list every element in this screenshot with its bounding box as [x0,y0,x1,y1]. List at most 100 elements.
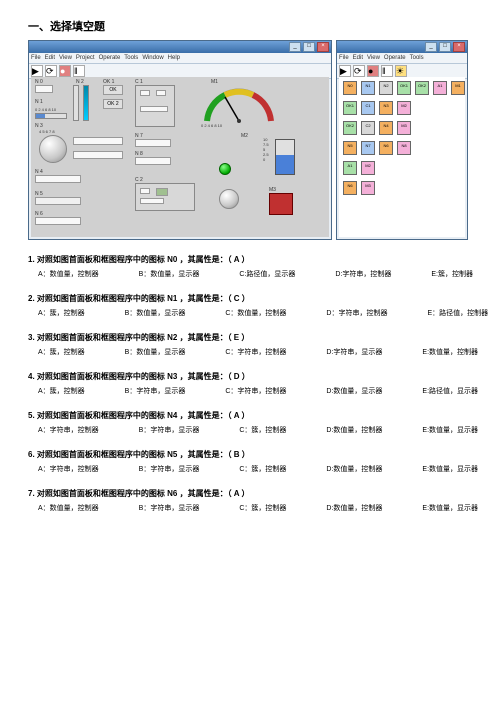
menu-item[interactable]: Tools [410,55,424,61]
c2-inner[interactable] [140,198,164,204]
choice: A：字符串，控制器 [38,425,99,435]
pause-icon[interactable]: ‖ [381,65,393,77]
n2-vslider[interactable] [73,85,79,121]
slider-mid[interactable] [73,137,123,145]
menu-item[interactable]: Edit [45,55,55,61]
bd-node[interactable]: M2 [361,161,375,175]
menu-item[interactable]: View [59,55,72,61]
m2-tank [275,139,295,175]
choice: B：字符串，显示器 [139,464,200,474]
pause-icon[interactable]: ‖ [73,65,85,77]
hilite-icon[interactable]: ☀ [395,65,407,77]
menu-item[interactable]: Tools [124,55,138,61]
page-title: 一、选择填空题 [28,18,475,34]
run-cont-icon[interactable]: ⟳ [353,65,365,77]
choice-row: A：字符串，控制器B：字符串，显示器C：簇，控制器D:数值量，控制器E:数值量，… [28,464,475,474]
n6-field[interactable] [35,217,81,225]
choice: B：数值量，显示器 [125,308,186,318]
bd-node[interactable]: OK2 [415,81,429,95]
choice: E:数值量，显示器 [422,503,478,513]
choice: B：字符串，显示器 [125,386,186,396]
bd-node[interactable]: N5 [343,141,357,155]
menu-item[interactable]: Help [168,55,180,61]
bd-node[interactable]: N3 [379,101,393,115]
close-button[interactable]: × [317,42,329,52]
choice: C：簇，控制器 [239,503,286,513]
bd-node[interactable]: N0 [343,81,357,95]
bd-node[interactable]: C2 [361,121,375,135]
m1-gauge [201,85,277,125]
bd-node[interactable]: N4 [379,121,393,135]
choice: E:数值量，显示器 [422,464,478,474]
n1-slider[interactable] [35,113,67,119]
c2-inner[interactable] [156,188,168,196]
bd-node[interactable]: C1 [361,101,375,115]
bd-node[interactable]: OK1 [397,81,411,95]
block-diagram-canvas: N0 N1 N2 OK1 OK2 A1 M1 OK1 C1 N3 M2 OK2 C2 N4 M3 N5 N7 N6… [339,77,465,237]
choice: D:数值量，控制器 [326,464,382,474]
run-cont-icon[interactable]: ⟳ [45,65,57,77]
menu-item[interactable]: Operate [99,55,121,61]
min-button[interactable]: _ [425,42,437,52]
menu-item[interactable]: Project [76,55,95,61]
menu-item[interactable]: Window [142,55,163,61]
n7-field[interactable] [135,139,171,147]
bd-node[interactable]: M1 [451,81,465,95]
min-button[interactable]: _ [289,42,301,52]
question: 4. 对照如图首面板和框图程序中的图标 N3 ，其属性是：（ D ）A：簇，控制… [28,371,475,396]
question-line: 1. 对照如图首面板和框图程序中的图标 N0 ，其属性是：（ A ） [28,254,475,265]
bd-node[interactable]: N7 [361,141,375,155]
c1-inner[interactable] [140,90,150,96]
bd-node[interactable]: M3 [361,181,375,195]
choice: D:字符串，显示器 [326,347,382,357]
screenshot-area: _ □ × File Edit View Project Operate Too… [28,40,475,240]
c2-cluster [135,183,195,211]
n3-knob[interactable] [39,135,67,163]
n2-vslider2[interactable] [83,85,89,121]
bd-node[interactable]: M3 [397,121,411,135]
bd-node[interactable]: M2 [397,101,411,115]
bd-node[interactable]: N8 [397,141,411,155]
n8-field[interactable] [135,157,171,165]
bd-node[interactable]: OK1 [343,101,357,115]
c1-inner[interactable] [156,90,166,96]
bd-node[interactable]: N1 [361,81,375,95]
stop-icon[interactable]: ● [367,65,379,77]
max-button[interactable]: □ [439,42,451,52]
menu-item[interactable]: Edit [353,55,363,61]
label-n1: N 1 [35,99,43,105]
choice: B：数值量，显示器 [139,269,200,279]
label-m2: M2 [241,133,248,139]
menu-item[interactable]: View [367,55,380,61]
n4-field[interactable] [35,175,81,183]
max-button[interactable]: □ [303,42,315,52]
n5-field [35,197,81,205]
ok2-button[interactable]: OK 2 [103,99,123,109]
question-line: 2. 对照如图首面板和框图程序中的图标 N1 ，其属性是：（ C ） [28,293,475,304]
slider-mid2[interactable] [73,151,123,159]
bd-node[interactable]: A1 [433,81,447,95]
c1-inner[interactable] [140,106,168,112]
bd-node[interactable]: A1 [343,161,357,175]
stop-icon[interactable]: ● [59,65,71,77]
question-line: 5. 对照如图首面板和框图程序中的图标 N4 ，其属性是：（ A ） [28,410,475,421]
front-panel-window: _ □ × File Edit View Project Operate Too… [28,40,332,240]
run-icon[interactable]: ▶ [31,65,43,77]
bd-node[interactable]: N6 [379,141,393,155]
ok1-button[interactable]: OK [103,85,123,95]
menu-item[interactable]: File [339,55,349,61]
bd-node[interactable]: N6 [343,181,357,195]
choice: B：字符串，显示器 [139,425,200,435]
bd-node[interactable]: N2 [379,81,393,95]
c2-inner[interactable] [140,188,150,194]
menu-item[interactable]: Operate [384,55,406,61]
choice-row: A：数值量，控制器B：数值量，显示器C:路径值，显示器D:字符串，控制器E:簇，… [28,269,475,279]
bd-node[interactable]: OK2 [343,121,357,135]
choice: C：簇，控制器 [239,425,286,435]
gray-knob[interactable] [219,189,239,209]
n0-control[interactable] [35,85,53,93]
run-icon[interactable]: ▶ [339,65,351,77]
choice: E:簇，控制器 [431,269,473,279]
close-button[interactable]: × [453,42,465,52]
menu-item[interactable]: File [31,55,41,61]
